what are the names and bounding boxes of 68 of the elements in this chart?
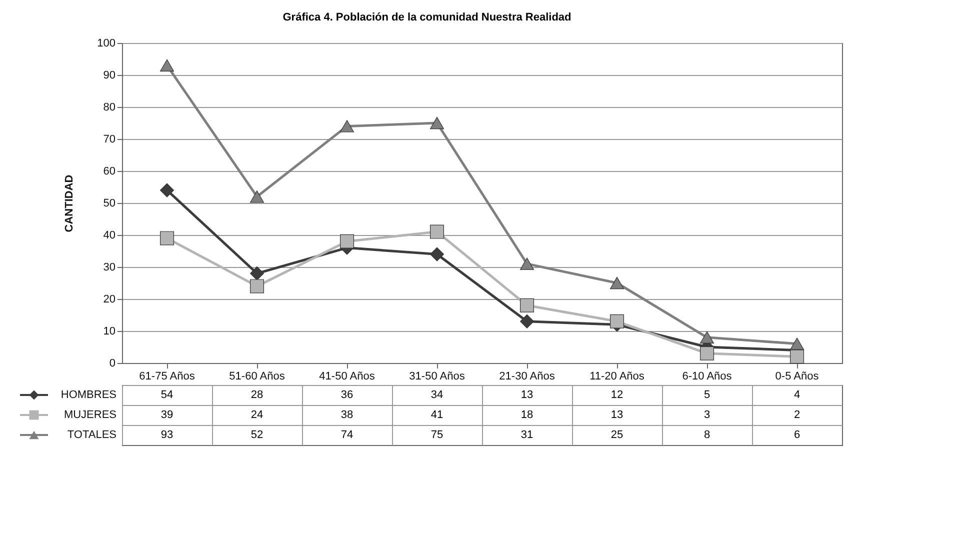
data-label: 75 xyxy=(430,429,444,441)
y-tick-label: 70 xyxy=(103,134,116,146)
x-tick-label: 31-50 Años xyxy=(409,370,466,382)
data-label: 2 xyxy=(794,409,800,421)
data-label: 25 xyxy=(610,429,624,441)
data-label: 4 xyxy=(794,389,800,401)
point xyxy=(250,279,264,294)
y-tick-label: 10 xyxy=(103,326,116,338)
data-label: 28 xyxy=(250,389,264,401)
chart-title: Gráfica 4. Población de la comunidad Nuestra Realidad xyxy=(282,12,572,24)
point xyxy=(430,247,444,262)
point xyxy=(160,59,174,72)
data-label: 18 xyxy=(520,409,534,421)
data-label: 24 xyxy=(250,409,264,421)
y-tick-label: 100 xyxy=(97,38,116,50)
data-label: 8 xyxy=(704,429,710,441)
data-label: 13 xyxy=(520,389,534,401)
point xyxy=(520,314,534,328)
point xyxy=(610,314,624,328)
data-label: 41 xyxy=(430,409,444,421)
x-tick-label: 11-20 Años xyxy=(590,370,645,382)
point xyxy=(340,120,354,132)
y-tick-label: 0 xyxy=(109,358,116,370)
y-tick-label: 40 xyxy=(103,230,116,242)
legend-label: MUJERES xyxy=(64,409,116,421)
x-tick-label: 0-5 Años xyxy=(775,370,820,382)
point xyxy=(250,266,264,280)
data-label: 36 xyxy=(340,389,354,401)
data-label: 6 xyxy=(794,429,800,441)
x-tick-label: 6-10 Años xyxy=(682,370,732,382)
point xyxy=(700,346,714,360)
point xyxy=(430,116,444,130)
data-label: 34 xyxy=(430,389,444,401)
data-label: 12 xyxy=(610,389,624,401)
data-label: 13 xyxy=(610,409,624,421)
x-tick-label: 21-30 Años xyxy=(499,370,556,382)
data-label: 52 xyxy=(250,429,264,441)
y-tick-label: 60 xyxy=(103,166,116,178)
data-label: 38 xyxy=(340,409,354,421)
point xyxy=(520,258,534,270)
y-tick-label: 20 xyxy=(103,294,116,306)
point xyxy=(250,190,264,203)
y-tick-label: 30 xyxy=(103,262,116,274)
point xyxy=(610,276,624,290)
point xyxy=(520,298,534,312)
point xyxy=(430,224,444,239)
point xyxy=(790,338,804,350)
x-tick-label: 41-50 Años xyxy=(319,370,376,382)
point xyxy=(160,183,174,198)
point xyxy=(790,350,804,364)
data-label: 3 xyxy=(704,409,710,421)
x-tick-label: 51-60 Años xyxy=(229,370,286,382)
data-label: 93 xyxy=(160,429,174,441)
data-label: 31 xyxy=(520,429,534,441)
data-label: 39 xyxy=(160,409,174,421)
point xyxy=(160,231,174,246)
y-tick-label: 90 xyxy=(103,70,116,82)
point xyxy=(340,234,354,248)
y-axis-title: CANTIDAD xyxy=(64,174,76,232)
y-tick-label: 50 xyxy=(103,198,116,210)
x-tick-label: 61-75 Años xyxy=(139,370,196,382)
point xyxy=(700,331,714,344)
data-label: 5 xyxy=(704,389,710,401)
data-label: 54 xyxy=(160,389,174,401)
legend-label: TOTALES xyxy=(67,429,116,441)
data-label: 74 xyxy=(340,429,354,441)
y-tick-label: 80 xyxy=(103,102,116,114)
legend-label: HOMBRES xyxy=(60,389,116,401)
